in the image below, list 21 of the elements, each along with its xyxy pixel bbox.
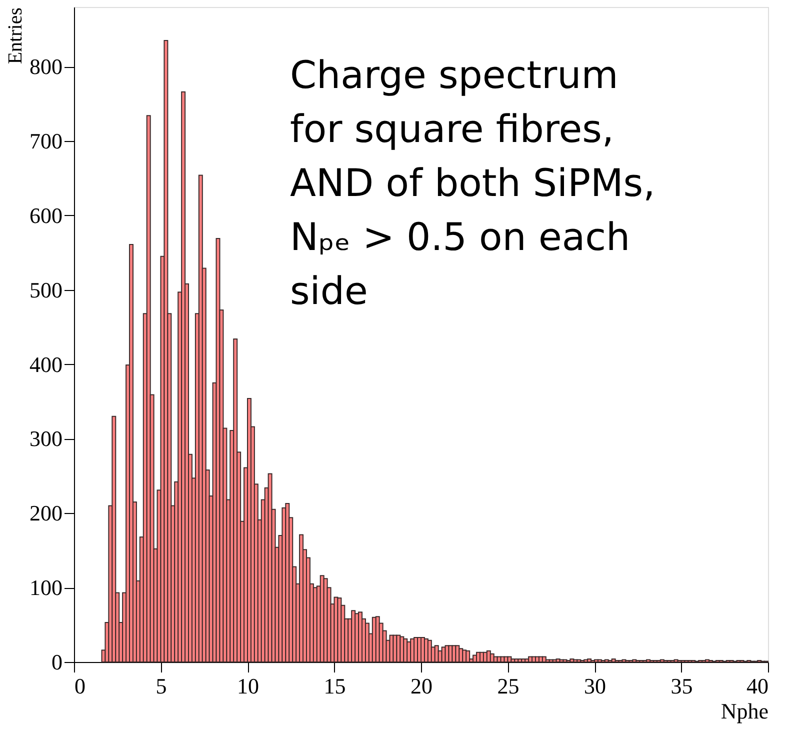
x-tick-label: 35 [670, 674, 693, 698]
x-tick-label: 25 [497, 674, 520, 698]
y-tick-label: 300 [30, 426, 62, 452]
x-tick-label: 15 [324, 674, 346, 698]
x-axis-title: Nphe [720, 698, 768, 724]
y-tick-label: 800 [30, 54, 62, 80]
x-tick-label: 30 [584, 674, 606, 698]
y-tick-label: 500 [30, 277, 62, 302]
x-tick-label: 10 [237, 674, 259, 698]
x-tick-label: 5 [156, 674, 167, 698]
y-tick-label: 200 [30, 500, 62, 526]
y-tick-label: 700 [30, 128, 62, 154]
y-tick-label: 100 [30, 575, 62, 600]
x-tick-label: 20 [410, 674, 432, 698]
y-tick-label: 600 [30, 202, 62, 228]
y-tick-label: 0 [52, 650, 62, 674]
y-tick-label: 400 [30, 352, 62, 377]
x-tick-label: 0 [74, 674, 86, 698]
x-tick-label: 40 [746, 674, 768, 698]
annotation: Charge spectrum for square fibres, AND of both SiPMs, Nₚₑ > 0.5 on each side [290, 53, 656, 313]
y-axis-title: Entries [4, 7, 26, 64]
